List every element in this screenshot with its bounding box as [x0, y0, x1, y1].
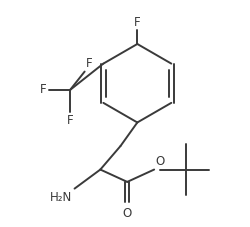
- Text: F: F: [67, 114, 73, 127]
- Text: F: F: [134, 16, 141, 29]
- Text: H₂N: H₂N: [50, 191, 72, 204]
- Text: O: O: [122, 207, 132, 220]
- Text: F: F: [40, 84, 47, 96]
- Text: O: O: [155, 155, 164, 168]
- Text: F: F: [86, 57, 93, 70]
